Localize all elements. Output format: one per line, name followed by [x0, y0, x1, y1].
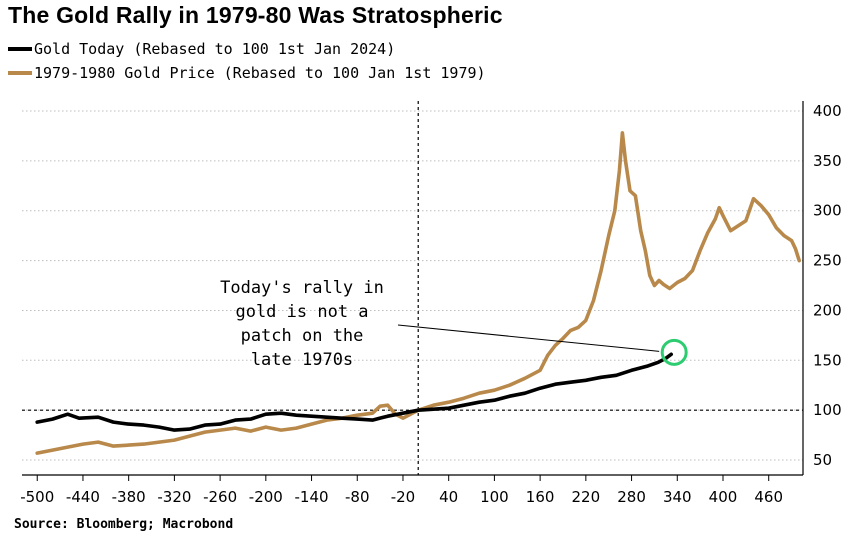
legend-item-gold-today: Gold Today (Rebased to 100 1st Jan 2024) [8, 40, 395, 58]
y-tick-label: 100 [813, 401, 842, 419]
y-tick-label: 150 [813, 351, 842, 369]
x-tick-label: -80 [345, 488, 370, 506]
x-tick-label: -320 [157, 488, 191, 506]
legend-swatch-gold [8, 71, 32, 75]
x-tick-label: -200 [249, 488, 283, 506]
x-tick-label: 460 [754, 488, 783, 506]
x-tick-label: 40 [439, 488, 458, 506]
legend-swatch-black [8, 47, 32, 51]
annotation-text-line: Today's rally in [220, 278, 384, 298]
series-line-1979-gold [35, 131, 801, 455]
x-tick-label: -140 [295, 488, 329, 506]
x-tick-label: -380 [112, 488, 146, 506]
annotation-text-line: patch on the [241, 326, 364, 346]
y-tick-label: 50 [813, 451, 832, 469]
x-tick-label: -440 [66, 488, 100, 506]
x-tick-label: 280 [617, 488, 646, 506]
annotation-highlight-circle [660, 338, 688, 366]
legend-label-1979-gold: 1979-1980 Gold Price (Rebased to 100 Jan… [34, 64, 486, 82]
series-line-gold-today [35, 352, 673, 432]
x-tick-label: 400 [709, 488, 738, 506]
annotation-text-line: gold is not a [235, 302, 368, 322]
y-tick-label: 250 [813, 252, 842, 270]
x-tick-label: -500 [20, 488, 54, 506]
y-tick-label: 300 [813, 202, 842, 220]
x-tick-label: 100 [480, 488, 509, 506]
annotation-text-line: late 1970s [251, 350, 353, 370]
x-tick-label: 160 [526, 488, 555, 506]
annotation-leader-line [397, 324, 660, 352]
legend-item-1979-gold: 1979-1980 Gold Price (Rebased to 100 Jan… [8, 64, 486, 82]
y-tick-label: 400 [813, 102, 842, 120]
x-tick-label: 220 [572, 488, 601, 506]
y-tick-label: 350 [813, 152, 842, 170]
x-tick-label: -20 [391, 488, 416, 506]
x-tick-label: -260 [203, 488, 237, 506]
legend-label-gold-today: Gold Today (Rebased to 100 1st Jan 2024) [34, 40, 396, 58]
y-tick-label: 200 [813, 301, 842, 319]
source-note: Source: Bloomberg; Macrobond [14, 517, 234, 532]
x-tick-label: 340 [663, 488, 692, 506]
chart-title: The Gold Rally in 1979-80 Was Stratosphe… [8, 2, 503, 28]
